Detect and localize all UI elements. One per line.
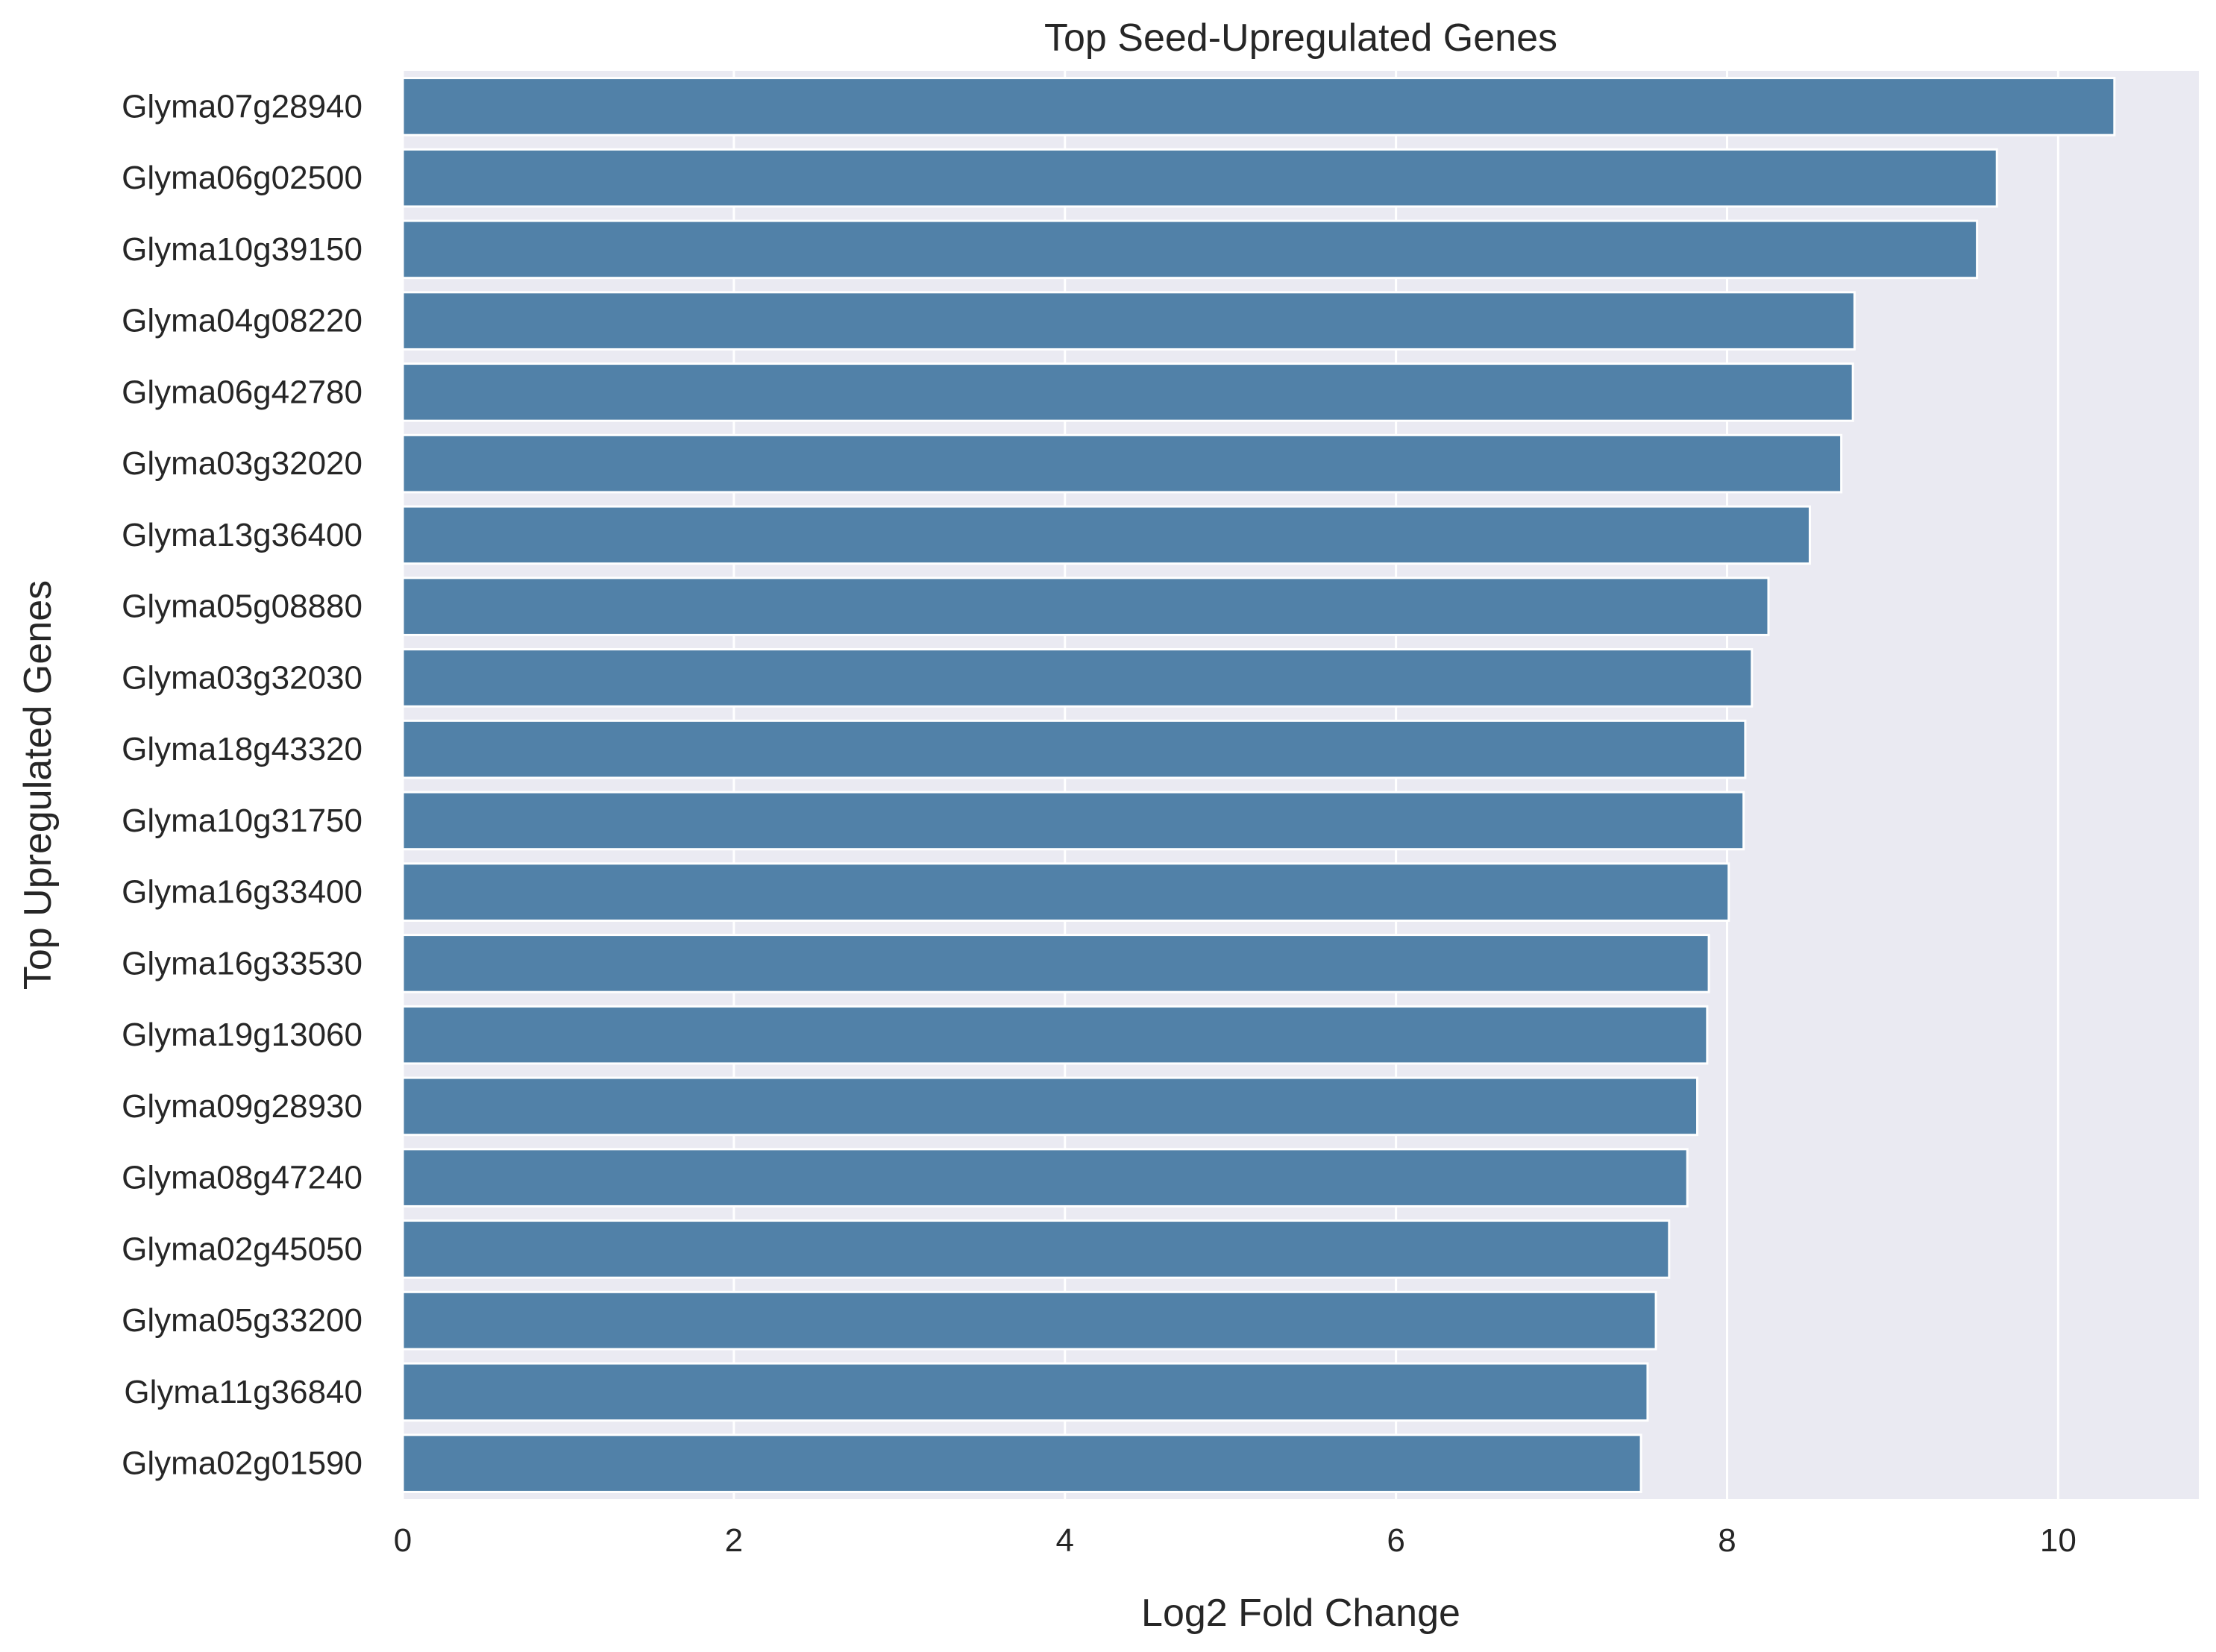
bar-Glyma18g43320 xyxy=(401,719,1747,779)
y-tick-label: Glyma06g02500 xyxy=(122,160,362,196)
bar-Glyma03g32020 xyxy=(401,433,1843,494)
bar-Glyma10g31750 xyxy=(401,791,1745,851)
bar-Glyma10g39150 xyxy=(401,219,1979,280)
y-tick-label: Glyma10g39150 xyxy=(122,231,362,268)
y-tick-label: Glyma19g13060 xyxy=(122,1017,362,1053)
y-tick-label: Glyma18g43320 xyxy=(122,731,362,767)
y-tick-label: Glyma10g31750 xyxy=(122,803,362,839)
y-tick-label: Glyma03g32020 xyxy=(122,445,362,482)
bar-Glyma06g42780 xyxy=(401,362,1854,422)
bar-Glyma04g08220 xyxy=(401,291,1856,351)
x-tick-label: 6 xyxy=(1387,1522,1404,1559)
x-tick-label: 0 xyxy=(394,1522,412,1559)
y-axis-title: Top Upregulated Genes xyxy=(16,580,60,990)
bar-Glyma16g33530 xyxy=(401,934,1710,993)
bar-Glyma03g32030 xyxy=(401,648,1754,708)
y-tick-label: Glyma02g45050 xyxy=(122,1231,362,1267)
y-tick-label: Glyma05g33200 xyxy=(122,1302,362,1339)
y-tick-label: Glyma04g08220 xyxy=(122,303,362,339)
x-axis-title: Log2 Fold Change xyxy=(1141,1592,1460,1635)
chart-title: Top Seed-Upregulated Genes xyxy=(1044,16,1557,60)
y-tick-labels: Glyma07g28940 Glyma06g02500 Glyma10g39150 G… xyxy=(122,88,362,1481)
y-tick-label: Glyma03g32030 xyxy=(122,659,362,696)
bar-Glyma19g13060 xyxy=(401,1005,1709,1065)
bar-Glyma02g01590 xyxy=(401,1433,1642,1493)
y-tick-label: Glyma05g08880 xyxy=(122,588,362,625)
x-tick-label: 4 xyxy=(1055,1522,1073,1559)
bar-Glyma05g33200 xyxy=(401,1290,1657,1351)
bar-Glyma13g36400 xyxy=(401,505,1811,565)
y-tick-label: Glyma16g33530 xyxy=(122,945,362,982)
y-tick-label: Glyma09g28930 xyxy=(122,1088,362,1125)
bar-Glyma05g08880 xyxy=(401,577,1770,636)
plot-area xyxy=(403,71,2199,1499)
y-tick-label: Glyma16g33400 xyxy=(122,874,362,911)
x-tick-label: 8 xyxy=(1718,1522,1736,1559)
bar-Glyma07g28940 xyxy=(401,77,2116,136)
y-tick-label: Glyma02g01590 xyxy=(122,1445,362,1482)
bar-Glyma02g45050 xyxy=(401,1219,1671,1279)
y-tick-label: Glyma08g47240 xyxy=(122,1160,362,1196)
y-tick-label: Glyma07g28940 xyxy=(122,88,362,125)
y-tick-label: Glyma11g36840 xyxy=(124,1374,362,1410)
x-tick-label: 10 xyxy=(2040,1522,2077,1559)
y-tick-label: Glyma06g42780 xyxy=(122,374,362,410)
bar-Glyma09g28930 xyxy=(401,1076,1699,1137)
bar-Glyma08g47240 xyxy=(401,1148,1689,1207)
x-tick-label: 2 xyxy=(725,1522,743,1559)
bar-Glyma11g36840 xyxy=(401,1362,1649,1422)
y-tick-label: Glyma13g36400 xyxy=(122,517,362,553)
bars xyxy=(401,77,2116,1493)
bar-Glyma06g02500 xyxy=(401,148,1998,208)
bar-Glyma16g33400 xyxy=(401,862,1730,922)
x-tick-labels: 0 2 4 6 8 10 xyxy=(394,1522,2077,1559)
